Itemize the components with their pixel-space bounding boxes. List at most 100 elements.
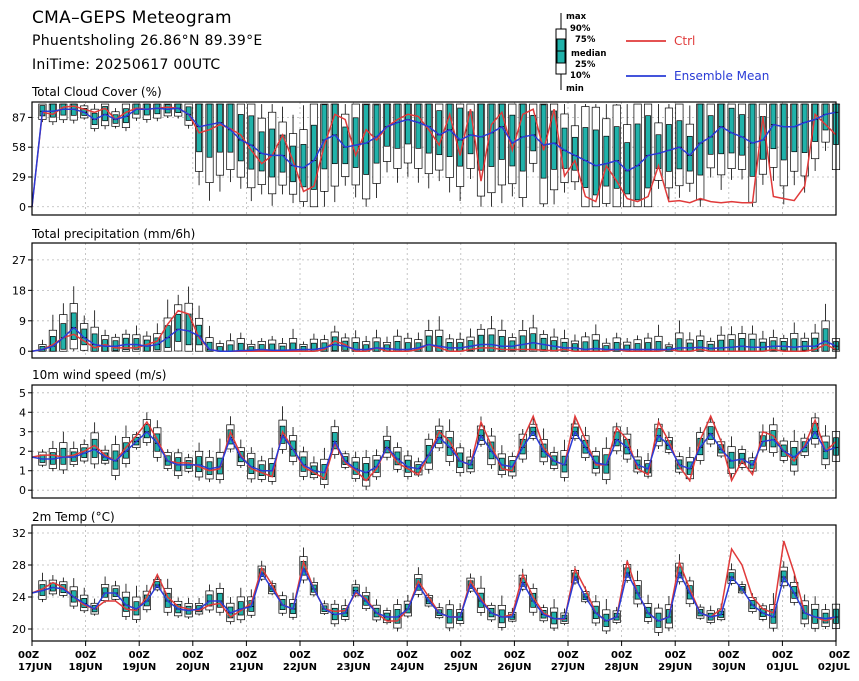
x-tick-hour: 00Z: [611, 650, 632, 661]
box-inner: [718, 339, 724, 352]
box-inner: [770, 103, 777, 150]
box-inner: [530, 333, 537, 351]
y-tick-label: 87: [12, 111, 26, 124]
panel-frame: [31, 524, 837, 642]
box-inner: [791, 103, 798, 153]
x-tick-date: 18JUN: [69, 662, 103, 673]
box-inner: [321, 104, 328, 170]
box-inner: [373, 104, 380, 164]
y-tick-label: 2: [19, 445, 26, 458]
box-inner: [415, 103, 422, 149]
panel-title: Total precipitation (mm/6h): [31, 227, 195, 241]
x-tick-date: 22JUN: [283, 662, 317, 673]
x-axis: 00Z17JUN00Z18JUN00Z19JUN00Z20JUN00Z21JUN…: [18, 641, 851, 673]
box-inner: [196, 103, 202, 153]
y-tick-label: 29: [12, 171, 26, 184]
ctrl-line: [31, 309, 837, 352]
mean-line: [31, 107, 837, 207]
x-tick-date: 24JUN: [390, 662, 424, 673]
y-tick-label: 0: [19, 345, 26, 358]
panel-4: 2m Temp (°C) 20 24 28 32: [12, 510, 841, 642]
box-inner: [603, 135, 610, 187]
legend-box-label: 90%: [570, 24, 591, 34]
x-tick-date: 01JUL: [766, 662, 799, 673]
x-tick-date: 29JUN: [658, 662, 692, 673]
legend-box-label: 10%: [570, 71, 591, 81]
box-inner: [749, 103, 756, 177]
box-inner: [739, 114, 745, 156]
box-inner: [405, 103, 411, 145]
box-inner: [728, 339, 735, 352]
box-inner: [780, 103, 787, 161]
ctrl-line: [31, 105, 837, 207]
y-tick-label: 32: [12, 527, 26, 540]
legend-box-label: median: [571, 49, 606, 59]
legend-box-label: 25%: [575, 60, 596, 70]
y-tick-label: 9: [19, 315, 26, 328]
box-inner: [676, 338, 683, 352]
box-inner: [676, 120, 683, 170]
panel-title: Total Cloud Cover (%): [31, 85, 162, 99]
box-inner: [697, 103, 704, 176]
x-tick-hour: 00Z: [182, 650, 203, 661]
box-inner: [436, 336, 443, 352]
y-tick-label: 1: [19, 465, 26, 478]
legend-box-label: max: [566, 12, 587, 22]
ctrl-line: [31, 540, 837, 622]
box-inner: [352, 117, 359, 168]
legend-box-label: min: [566, 84, 584, 94]
panel-title: 10m wind speed (m/s): [32, 368, 166, 382]
box-inner: [457, 107, 463, 167]
x-tick-hour: 00Z: [397, 650, 418, 661]
x-tick-date: 19JUN: [122, 662, 156, 673]
box-inner: [311, 124, 317, 190]
x-tick-date: 28JUN: [605, 662, 639, 673]
x-tick-hour: 00Z: [450, 650, 471, 661]
page-title: CMA–GEPS Meteogram: [32, 8, 232, 28]
x-tick-hour: 00Z: [236, 650, 257, 661]
box-inner: [488, 334, 495, 352]
box-inner: [613, 126, 620, 189]
box-inner: [394, 103, 401, 149]
x-tick-date: 23JUN: [337, 662, 371, 673]
panel-frame: [31, 101, 837, 216]
location-label: Phuentsholing 26.86°N 89.39°E: [32, 33, 263, 49]
box-inner: [801, 103, 808, 153]
box-inner: [666, 124, 672, 172]
legend-mean-label: Ensemble Mean: [674, 69, 769, 83]
x-tick-date: 26JUN: [497, 662, 531, 673]
box-inner: [70, 312, 77, 340]
box-inner: [739, 338, 745, 352]
legend-ctrl-label: Ctrl: [674, 34, 695, 48]
box-inner: [613, 342, 620, 352]
y-tick-label: 5: [19, 387, 26, 400]
box-inner: [196, 456, 202, 473]
box-inner: [592, 129, 599, 196]
box-inner: [728, 107, 735, 154]
x-tick-hour: 00Z: [665, 650, 686, 661]
box-inner: [582, 127, 589, 188]
panel-3: 10m wind speed (m/s) 0 1 2 3 4 5: [19, 368, 841, 499]
panel-2: Total precipitation (mm/6h) 0 9 18 27: [12, 227, 841, 359]
box-inner: [749, 338, 756, 352]
y-tick-label: 58: [12, 141, 26, 154]
box-inner: [91, 438, 98, 458]
y-tick-label: 18: [12, 284, 26, 297]
box-inner: [269, 128, 276, 178]
y-tick-label: 24: [12, 591, 26, 604]
x-tick-hour: 00Z: [718, 650, 739, 661]
panel-title: 2m Temp (°C): [32, 510, 115, 524]
box-inner: [530, 114, 537, 152]
box-inner: [822, 103, 829, 131]
x-tick-date: 17JUN: [18, 662, 52, 673]
y-tick-label: 0: [19, 484, 26, 497]
x-tick-hour: 00Z: [504, 650, 525, 661]
y-tick-label: 0: [19, 201, 26, 214]
x-tick-hour: 00Z: [557, 650, 578, 661]
x-tick-date: 21JUN: [229, 662, 263, 673]
box-inner: [227, 344, 234, 352]
